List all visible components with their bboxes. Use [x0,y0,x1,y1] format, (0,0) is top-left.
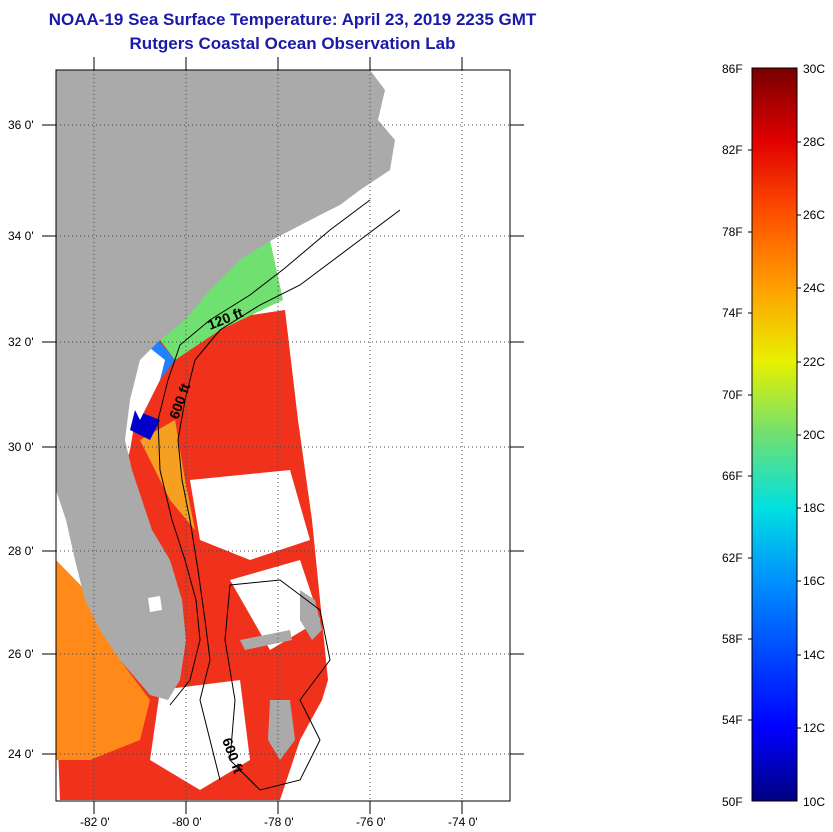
colorbar [751,67,798,802]
cb-c-20: 20C [803,428,826,442]
cb-f-66: 66F [722,469,743,483]
lat-label-28: 28 0' [8,544,34,558]
cb-f-86: 86F [722,62,743,76]
title-line-2: Rutgers Coastal Ocean Observation Lab [129,34,456,53]
cb-c-18: 18C [803,501,826,515]
cb-c-22: 22C [803,355,826,369]
lat-label-32: 32 0' [8,335,34,349]
sst-cold-patch-2 [130,410,160,440]
contour-bahamas [224,579,331,791]
cb-c-26: 26C [803,208,826,222]
lon-label-74: -74 0' [448,815,478,829]
colorbar-ticks [748,141,801,729]
cb-c-30: 30C [803,62,826,76]
land-lake [148,596,162,612]
land-us [56,70,395,700]
lon-label-82: -82 0' [80,815,110,829]
sst-shelf-band [56,560,150,760]
cb-f-82: 82F [722,143,743,157]
tick-marks [42,57,524,814]
cloud-patch-2 [150,680,250,790]
lon-label-80: -80 0' [172,815,202,829]
cb-c-10: 10C [803,795,826,809]
cloud-patch [190,470,310,560]
contour-600ft [177,209,401,781]
cb-f-62: 62F [722,551,743,565]
land-bahamas-grand [240,630,292,650]
sst-cool-shelf [160,240,283,360]
cb-c-28: 28C [803,135,826,149]
lon-label-76: -76 0' [356,815,386,829]
map-frame [55,69,511,802]
cb-f-58: 58F [722,632,743,646]
title-line-1: NOAA-19 Sea Surface Temperature: April 2… [48,10,537,29]
cb-c-12: 12C [803,721,826,735]
cb-f-70: 70F [722,388,743,402]
cb-f-54: 54F [722,713,743,727]
lat-label-34: 34 0' [8,229,34,243]
cb-c-14: 14C [803,648,826,662]
cb-f-78: 78F [722,225,743,239]
lat-label-36: 36 0' [8,118,34,132]
contour-120ft [157,199,371,706]
land-bahamas-abaco [300,590,322,640]
cb-f-74: 74F [722,306,743,320]
cb-f-50: 50F [722,795,743,809]
lat-label-30: 30 0' [8,440,34,454]
lat-label-24: 24 0' [8,747,34,761]
land-bahamas-andros [268,700,295,760]
lat-label-26: 26 0' [8,647,34,661]
cb-c-16: 16C [803,574,826,588]
cb-c-24: 24C [803,281,826,295]
lon-label-78: -78 0' [264,815,294,829]
sst-nearshore-band [140,420,195,530]
